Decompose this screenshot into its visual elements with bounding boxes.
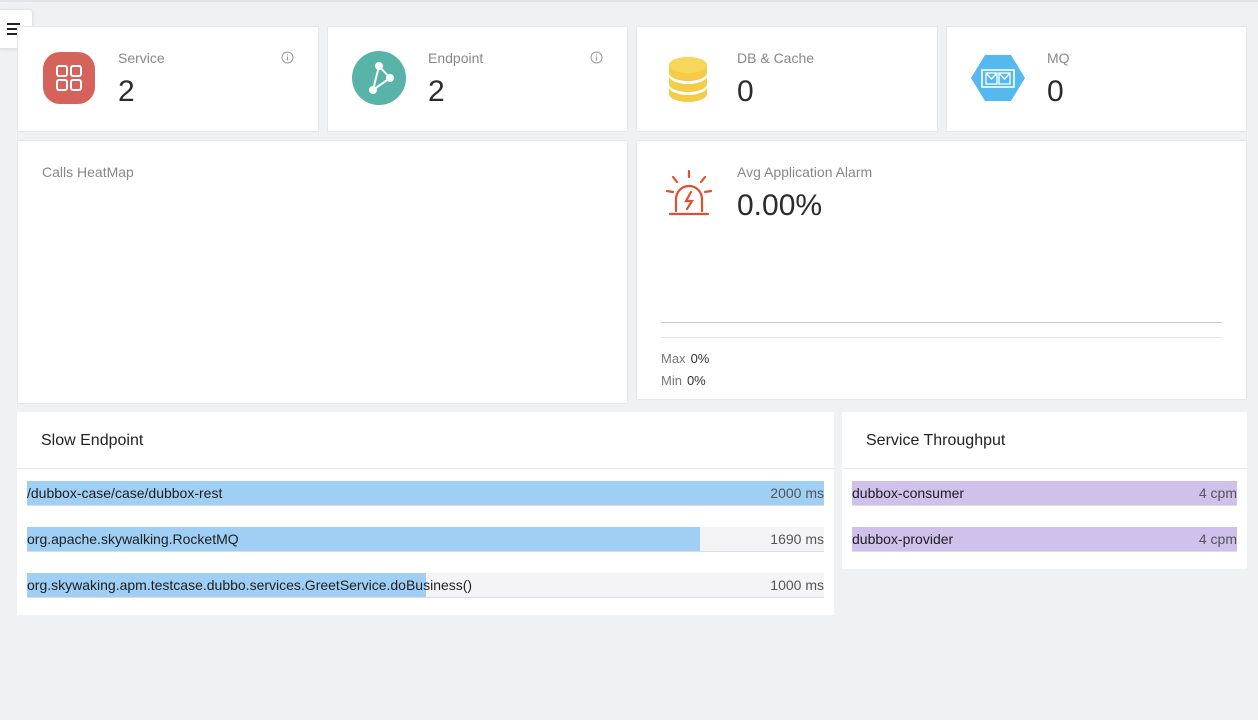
- endpoint-name: /dubbox-case/case/dubbox-rest: [27, 485, 223, 501]
- info-icon[interactable]: [590, 51, 603, 64]
- divider: [842, 468, 1247, 469]
- service-cpm: 4 cpm: [1198, 531, 1237, 547]
- alarm-max-value: 0%: [690, 351, 710, 366]
- bar-fill: [852, 481, 1237, 505]
- slow-endpoint-title: Slow Endpoint: [41, 432, 144, 449]
- calls-heatmap-card: Calls HeatMap: [17, 140, 628, 404]
- top-border: [0, 0, 1258, 2]
- list-item[interactable]: dubbox-consumer 4 cpm: [852, 481, 1237, 506]
- mq-label: MQ: [1047, 50, 1070, 66]
- share-nodes-icon: [352, 51, 406, 105]
- hamburger-icon: [7, 23, 20, 25]
- service-name: dubbox-provider: [852, 531, 954, 547]
- db-cache-count: 0: [737, 75, 754, 108]
- alarm-card: Avg Application Alarm 0.00% Max 0% Min 0%: [636, 140, 1247, 400]
- db-cache-card: DB & Cache 0: [636, 26, 938, 132]
- endpoint-card: Endpoint 2: [327, 26, 628, 132]
- service-label: Service: [118, 50, 165, 66]
- db-cache-label: DB & Cache: [737, 50, 815, 66]
- alarm-chart-line: [661, 322, 1222, 323]
- list-item[interactable]: org.apache.skywalking.RocketMQ 1690 ms: [27, 527, 824, 552]
- service-count: 2: [118, 75, 135, 108]
- endpoint-latency: 1690 ms: [770, 531, 824, 547]
- alarm-value: 0.00%: [737, 189, 823, 222]
- endpoint-count: 2: [428, 75, 445, 108]
- mq-card: MQ 0: [946, 26, 1247, 132]
- alarm-title: Avg Application Alarm: [737, 164, 873, 180]
- grid-icon: [43, 52, 95, 104]
- endpoint-latency: 2000 ms: [770, 485, 824, 501]
- bar-fill: [27, 573, 426, 597]
- mail-hexagon-icon: [971, 55, 1025, 101]
- info-icon[interactable]: [281, 51, 294, 64]
- database-icon: [669, 57, 707, 102]
- endpoint-name: org.skywaking.apm.testcase.dubbo.service…: [27, 577, 473, 593]
- list-item[interactable]: dubbox-provider 4 cpm: [852, 527, 1237, 552]
- divider: [17, 468, 834, 469]
- alarm-min: Min 0%: [661, 373, 706, 388]
- service-name: dubbox-consumer: [852, 485, 965, 501]
- service-throughput-panel: Service Throughput dubbox-consumer 4 cpm…: [842, 412, 1247, 569]
- endpoint-latency: 1000 ms: [770, 577, 824, 593]
- divider: [661, 337, 1222, 338]
- service-throughput-title: Service Throughput: [866, 432, 1006, 449]
- bar-fill: [852, 527, 1237, 551]
- slow-endpoint-panel: Slow Endpoint /dubbox-case/case/dubbox-r…: [17, 412, 834, 615]
- bar-fill: [27, 527, 701, 551]
- endpoint-label: Endpoint: [428, 50, 484, 66]
- siren-icon: [665, 169, 713, 216]
- endpoint-name: org.apache.skywalking.RocketMQ: [27, 531, 239, 547]
- bar-fill: [27, 481, 824, 505]
- list-item[interactable]: org.skywaking.apm.testcase.dubbo.service…: [27, 573, 824, 598]
- service-card: Service 2: [17, 26, 319, 132]
- list-item[interactable]: /dubbox-case/case/dubbox-rest 2000 ms: [27, 481, 824, 506]
- alarm-max: Max 0%: [661, 351, 710, 366]
- alarm-min-value: 0%: [686, 373, 706, 388]
- service-cpm: 4 cpm: [1198, 485, 1237, 501]
- heatmap-title: Calls HeatMap: [42, 164, 134, 180]
- mq-count: 0: [1047, 75, 1064, 108]
